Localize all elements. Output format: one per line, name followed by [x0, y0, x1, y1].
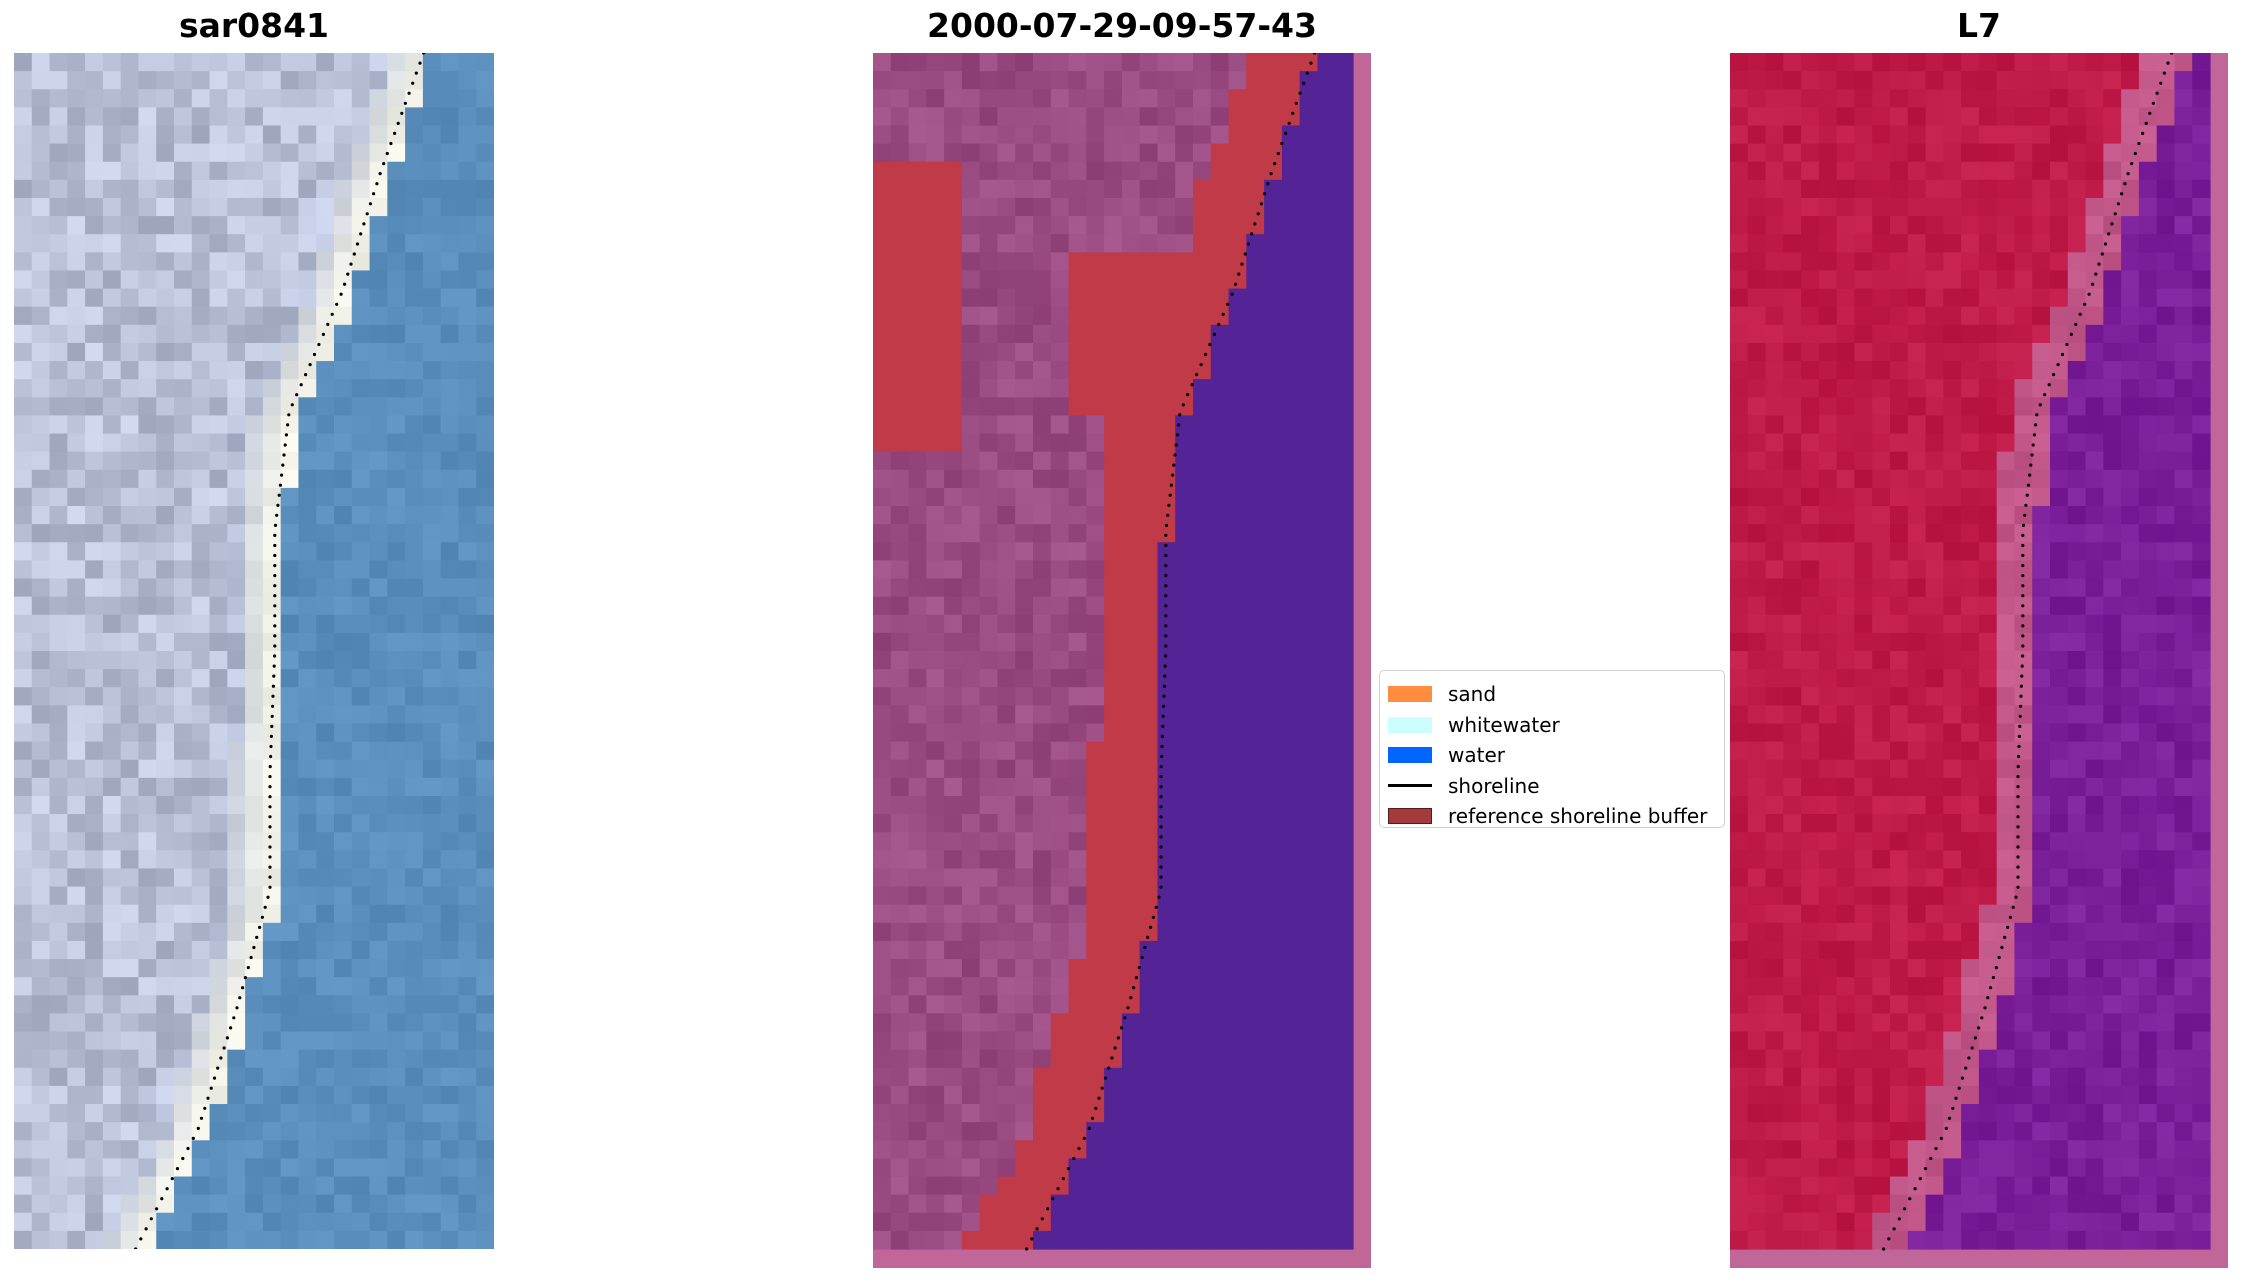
classified-pixels: [873, 53, 1354, 1250]
index-pixels: [1730, 53, 2211, 1250]
shoreline-line-swatch: [1388, 784, 1432, 788]
shoreline-dots: [134, 53, 426, 1249]
panel-title-rgb: sar0841: [178, 6, 330, 45]
rgb-image: [14, 53, 494, 1249]
legend-label-shoreline: shoreline: [1448, 773, 1540, 798]
sand-swatch: [1388, 686, 1432, 703]
panel-title-classified: 2000-07-29-09-57-43: [927, 6, 1317, 45]
legend-item-sand: sand: [1388, 679, 1718, 710]
index-image-panel: [1730, 53, 2228, 1268]
legend-item-shoreline: shoreline: [1388, 771, 1718, 802]
shoreline-dots: [1025, 53, 1317, 1251]
rgb-image-panel: [14, 53, 494, 1249]
classified-image: [873, 53, 1371, 1268]
shoreline-dots: [1882, 53, 2174, 1251]
legend-item-water: water: [1388, 740, 1718, 771]
index-image: [1730, 53, 2228, 1268]
legend: sand whitewater water shoreline referenc…: [1379, 670, 1725, 828]
classified-image-panel: [873, 53, 1371, 1268]
legend-label-reference-buffer: reference shoreline buffer: [1448, 804, 1708, 829]
whitewater-swatch: [1388, 716, 1432, 733]
legend-label-water: water: [1448, 743, 1505, 768]
legend-label-whitewater: whitewater: [1448, 712, 1560, 737]
legend-item-whitewater: whitewater: [1388, 710, 1718, 741]
reference-buffer-swatch: [1388, 808, 1432, 825]
water-swatch: [1388, 747, 1432, 764]
rgb-pixels: [14, 53, 494, 1249]
legend-item-reference-buffer: reference shoreline buffer: [1388, 801, 1718, 832]
legend-label-sand: sand: [1448, 682, 1497, 707]
panel-title-index: L7: [1957, 6, 2001, 45]
